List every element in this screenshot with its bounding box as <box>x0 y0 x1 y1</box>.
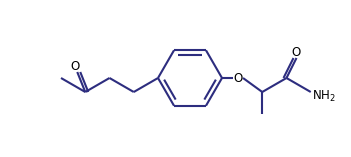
Text: O: O <box>233 71 243 84</box>
Text: NH$_2$: NH$_2$ <box>312 88 336 104</box>
Text: O: O <box>292 46 301 59</box>
Text: O: O <box>71 60 80 73</box>
